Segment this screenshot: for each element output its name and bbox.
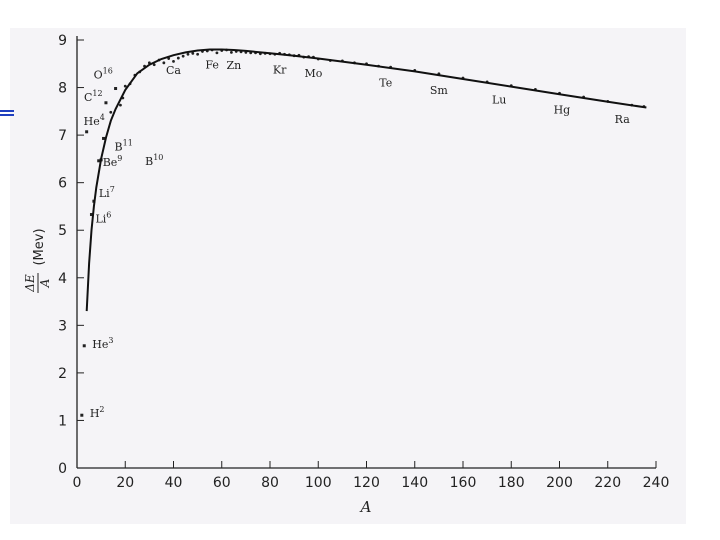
element-label-Sm: Sm — [430, 84, 449, 97]
scatter-point-14 — [176, 56, 180, 60]
isotope-label-Be9: Be9 — [103, 154, 123, 169]
element-labels: Ca Fe Zn Kr Mo Te Sm Lu Hg Ra — [166, 59, 630, 126]
scatter-point-25 — [230, 50, 233, 54]
scatter-point-0 — [109, 110, 113, 114]
isotope-label-O16: O16 — [94, 67, 113, 82]
isotope-labels: H2 He3 He4 Li6 Li7 Be9 B10 B11 C12 O16 — [84, 67, 164, 421]
fit-curve-line — [85, 48, 647, 312]
x-tick-label-12: 240 — [643, 475, 670, 491]
x-tick-label-6: 120 — [353, 475, 380, 491]
y-tick-label-7: 7 — [58, 128, 67, 144]
scatter-point-3 — [123, 84, 127, 88]
y-tick-label-1: 1 — [58, 413, 67, 429]
scanned-figure-background — [10, 28, 686, 524]
y-axis-fraction-top: ΔE — [23, 274, 37, 293]
element-label-Hg: Hg — [554, 104, 571, 117]
scatter-point-9 — [152, 63, 156, 67]
y-axis-title: ΔE A (Mev) — [23, 228, 52, 293]
x-tick-label-0: 0 — [73, 475, 82, 491]
y-tick-label-3: 3 — [58, 318, 67, 334]
fit-curve — [85, 48, 647, 312]
element-label-Ra: Ra — [615, 113, 631, 126]
element-label-Ca: Ca — [166, 64, 181, 77]
isotope-label-B10: B10 — [145, 153, 163, 168]
element-label-Mo: Mo — [304, 67, 322, 80]
isotope-point-He4 — [85, 130, 89, 134]
y-tick-label-2: 2 — [58, 366, 67, 382]
isotope-point-He3 — [82, 344, 86, 348]
x-axis-title: A — [359, 498, 372, 516]
slide-bullet-mark — [0, 110, 14, 116]
scatter-point-13 — [172, 60, 175, 63]
scatter-point-16 — [186, 52, 190, 56]
y-axis-fraction-bottom: A — [38, 278, 52, 288]
isotope-label-Li7: Li7 — [99, 185, 115, 200]
y-tick-label-4: 4 — [58, 271, 67, 287]
isotope-point-Be9 — [97, 159, 101, 163]
x-tick-label-11: 220 — [594, 475, 621, 491]
x-tick-label-10: 200 — [546, 475, 573, 491]
isotope-label-B11: B11 — [115, 138, 133, 153]
x-tick-label-2: 40 — [165, 475, 183, 491]
scatter-point-1 — [119, 103, 122, 107]
x-tick-label-7: 140 — [401, 475, 428, 491]
isotope-label-C12: C12 — [84, 89, 103, 104]
isotope-label-H2: H2 — [90, 405, 105, 420]
x-tick-label-9: 180 — [498, 475, 525, 491]
element-label-Zn: Zn — [226, 59, 241, 72]
scatter-point-18 — [196, 52, 200, 56]
element-label-Te: Te — [379, 76, 392, 89]
isotope-label-Li6: Li6 — [95, 211, 111, 226]
element-label-Fe: Fe — [205, 59, 219, 72]
isotope-point-B11 — [102, 136, 106, 140]
axes — [76, 36, 656, 469]
scatter-point-11 — [162, 61, 166, 65]
isotope-point-Li6 — [89, 213, 93, 217]
y-tick-label-8: 8 — [58, 81, 67, 97]
scatter-point-17 — [191, 51, 195, 55]
y-tick-label-5: 5 — [58, 223, 67, 239]
tick-marks — [76, 39, 657, 469]
isotope-label-He4: He4 — [84, 113, 105, 128]
y-tick-label-0: 0 — [58, 461, 67, 477]
isotope-point-H2 — [80, 413, 84, 417]
x-tick-label-8: 160 — [450, 475, 477, 491]
y-tick-label-9: 9 — [58, 33, 67, 49]
x-tick-label-3: 60 — [213, 475, 231, 491]
x-tick-label-5: 100 — [305, 475, 332, 491]
scatter-point-15 — [181, 54, 185, 58]
element-label-Kr: Kr — [273, 63, 287, 76]
scatter-point-22 — [215, 51, 219, 55]
isotope-point-O16 — [114, 87, 118, 91]
isotope-point-C12 — [104, 101, 108, 105]
x-tick-label-1: 20 — [116, 475, 134, 491]
y-tick-label-6: 6 — [58, 176, 67, 192]
tick-labels: 0 20 40 60 80 100 120 140 160 180 200 220 240 0 1 2 3 4 5 6… — [58, 33, 669, 491]
isotope-label-He3: He3 — [92, 336, 113, 351]
element-label-Lu: Lu — [492, 94, 506, 107]
x-tick-label-4: 80 — [261, 475, 279, 491]
y-axis-unit: (Mev) — [32, 228, 47, 265]
